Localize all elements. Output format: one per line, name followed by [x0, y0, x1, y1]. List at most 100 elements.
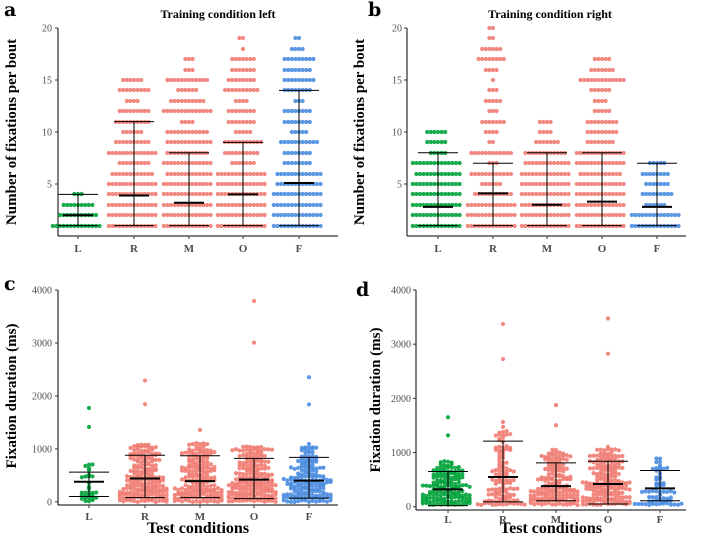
data-point: [172, 181, 177, 187]
data-point: [317, 488, 322, 494]
data-point: [160, 489, 166, 494]
data-point: [306, 402, 312, 407]
data-point: [230, 481, 235, 486]
data-point: [607, 181, 612, 187]
data-point: [425, 160, 430, 166]
data-point: [110, 181, 115, 187]
data-point: [157, 498, 162, 503]
data-point: [546, 467, 551, 473]
data-point: [505, 202, 510, 208]
data-point: [417, 212, 423, 218]
data-point: [574, 202, 579, 208]
data-point: [432, 212, 437, 218]
data-point: [564, 502, 569, 507]
data-point: [417, 181, 423, 187]
data-point: [414, 181, 419, 187]
data-point: [505, 171, 510, 177]
data-point: [603, 160, 608, 166]
data-point: [490, 46, 496, 52]
data-point: [535, 492, 541, 497]
data-point: [230, 56, 235, 62]
data-point: [121, 87, 126, 93]
data-point: [578, 223, 583, 229]
data-point: [262, 489, 267, 494]
data-point: [321, 492, 326, 497]
data-point: [259, 459, 264, 464]
data-point: [176, 191, 181, 197]
data-point: [146, 462, 151, 467]
data-point: [296, 77, 302, 83]
data-point: [657, 459, 663, 465]
data-point: [300, 46, 305, 52]
data-point: [128, 468, 133, 474]
data-point: [610, 212, 615, 218]
data-point: [226, 108, 231, 114]
data-point: [128, 202, 133, 208]
data-point: [519, 171, 524, 177]
data-point: [106, 191, 111, 197]
data-point: [179, 160, 184, 166]
data-point: [219, 181, 224, 187]
data-point: [226, 490, 231, 495]
data-point: [251, 77, 256, 83]
data-point: [165, 202, 170, 208]
data-point: [190, 119, 195, 125]
data-point: [190, 108, 195, 114]
data-point: [160, 478, 166, 483]
data-point: [86, 499, 92, 504]
data-point: [515, 486, 520, 491]
data-point: [132, 447, 137, 453]
data-point: [486, 487, 491, 492]
data-point: [275, 223, 280, 229]
data-point: [450, 160, 455, 166]
data-point: [490, 87, 496, 93]
data-point: [639, 501, 645, 507]
data-point: [504, 460, 509, 465]
data-point: [172, 129, 177, 135]
data-point: [497, 462, 502, 467]
panel-d-xlabel: Test conditions: [500, 520, 602, 537]
data-point: [132, 484, 137, 489]
data-point: [226, 212, 231, 218]
x-tick-label: F: [657, 514, 664, 526]
data-point: [450, 181, 455, 187]
data-point: [596, 129, 601, 135]
data-point: [607, 139, 612, 145]
data-point: [537, 212, 542, 218]
data-point: [460, 475, 465, 480]
data-point: [425, 129, 430, 135]
data-point: [498, 181, 503, 187]
data-point: [226, 77, 231, 83]
data-point: [494, 181, 499, 187]
data-point: [595, 492, 600, 498]
data-point: [165, 181, 170, 187]
data-point: [124, 129, 129, 135]
data-point: [135, 483, 140, 488]
data-point: [286, 108, 291, 114]
data-point: [79, 202, 84, 208]
data-point: [233, 171, 238, 177]
data-point: [546, 477, 551, 482]
data-point: [304, 77, 309, 83]
series-R: [475, 321, 527, 508]
data-point: [557, 480, 562, 485]
data-point: [623, 482, 629, 488]
data-point: [121, 129, 126, 135]
data-point: [187, 468, 192, 473]
data-point: [237, 150, 242, 156]
data-point: [299, 481, 304, 486]
data-point: [595, 486, 600, 491]
data-point: [293, 56, 298, 62]
data-point: [237, 67, 242, 73]
data-point: [292, 466, 297, 472]
data-point: [647, 191, 652, 197]
data-point: [537, 129, 542, 135]
data-point: [483, 119, 488, 125]
data-point: [205, 469, 210, 474]
data-point: [194, 474, 199, 479]
data-point: [204, 212, 210, 218]
data-point: [197, 181, 202, 187]
data-point: [142, 87, 147, 93]
data-point: [255, 458, 260, 464]
data-point: [194, 108, 199, 114]
